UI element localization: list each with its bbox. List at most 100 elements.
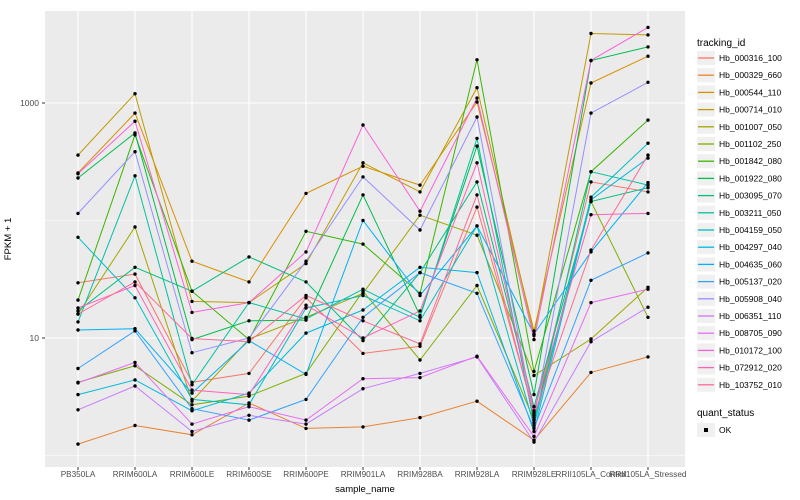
- data-point: [190, 422, 194, 426]
- data-point: [646, 355, 650, 359]
- data-point: [76, 298, 80, 302]
- data-point: [532, 440, 536, 444]
- data-point: [304, 229, 308, 233]
- data-point: [646, 305, 650, 309]
- y-axis-title: FPKM + 1: [3, 218, 14, 261]
- legend-item-label: Hb_000544_110: [719, 87, 782, 97]
- legend-item: Hb_003095_070: [697, 188, 782, 203]
- data-point: [190, 388, 194, 392]
- data-point: [304, 261, 308, 266]
- legend-item-label: Hb_000316_100: [719, 53, 782, 63]
- data-point: [76, 320, 80, 324]
- legend-quant-title: quant_status: [697, 408, 754, 419]
- data-point: [361, 336, 365, 340]
- axis-ticks: [42, 102, 649, 470]
- data-point: [418, 319, 422, 323]
- legend-item-label: Hb_000329_660: [719, 70, 782, 80]
- x-tick-label: PB350LA: [61, 470, 96, 479]
- data-points: [76, 25, 650, 446]
- x-axis-title: sample_name: [335, 484, 395, 495]
- data-point: [361, 242, 365, 246]
- data-point: [76, 309, 80, 313]
- data-point: [418, 213, 422, 217]
- legend-item: Hb_008705_090: [697, 326, 782, 341]
- legend-item-label: Hb_103752_010: [719, 380, 782, 390]
- data-point: [418, 209, 422, 213]
- data-point: [418, 183, 422, 187]
- data-point: [247, 319, 251, 323]
- data-point: [418, 315, 422, 319]
- data-point: [76, 235, 80, 239]
- x-tick-label: RRIM600LA: [113, 470, 158, 479]
- data-point: [304, 303, 308, 307]
- data-point: [304, 293, 308, 298]
- data-point: [589, 340, 593, 344]
- data-point: [361, 387, 365, 391]
- data-point: [532, 332, 536, 336]
- data-point: [247, 280, 251, 284]
- data-point: [133, 111, 137, 115]
- data-point: [418, 190, 422, 194]
- data-point: [475, 86, 479, 90]
- data-point: [589, 248, 593, 252]
- data-point: [532, 421, 536, 425]
- data-point: [76, 328, 80, 332]
- data-point: [646, 180, 650, 185]
- data-point: [304, 418, 308, 422]
- data-point: [532, 369, 536, 374]
- legend-item: Hb_103752_010: [697, 377, 782, 392]
- data-point: [532, 418, 536, 422]
- plot-panel: [45, 11, 685, 467]
- data-point: [646, 80, 650, 85]
- data-point: [247, 336, 251, 340]
- data-point: [133, 378, 137, 382]
- x-tick-label: RRIM901LA: [341, 470, 386, 479]
- legend-item-label: Hb_005908_040: [719, 294, 782, 304]
- x-tick-label: RRIM600PE: [283, 470, 329, 479]
- data-point: [304, 331, 308, 335]
- data-point: [190, 383, 194, 387]
- data-point: [532, 337, 536, 342]
- legend-item: Hb_005908_040: [697, 291, 782, 306]
- data-point: [418, 309, 422, 313]
- data-point: [589, 58, 593, 63]
- data-point: [76, 306, 80, 310]
- data-point: [361, 161, 365, 165]
- data-point: [304, 317, 308, 321]
- data-point: [133, 119, 137, 123]
- data-point: [76, 408, 80, 412]
- legend-item-label: Hb_003095_070: [719, 191, 782, 201]
- legend-item: Hb_004635_060: [697, 257, 782, 272]
- data-point: [76, 281, 80, 285]
- data-point: [418, 293, 422, 298]
- legend-item-label: Hb_004159_050: [719, 225, 782, 235]
- data-point: [190, 397, 194, 402]
- data-point: [304, 426, 308, 431]
- legend-item: Hb_001102_250: [697, 137, 782, 151]
- data-point: [190, 289, 194, 293]
- data-point: [646, 251, 650, 255]
- data-point: [304, 372, 308, 377]
- legend-tracking-title: tracking_id: [697, 38, 745, 49]
- x-tick-labels: PB350LA RRIM600LA RRIM600LE RRIM600SE RRIM60…: [61, 470, 687, 479]
- x-tick-label: RRIM600SE: [226, 470, 272, 479]
- legend-item: Hb_001922_080: [697, 171, 782, 186]
- data-point: [532, 409, 536, 413]
- y-tick-label: 1000: [20, 98, 39, 108]
- data-point: [190, 336, 194, 341]
- data-point: [76, 211, 80, 216]
- data-point: [418, 358, 422, 362]
- data-point: [190, 299, 194, 304]
- data-point: [361, 287, 365, 291]
- data-point: [646, 118, 650, 122]
- legend-item: Hb_003211_050: [697, 205, 782, 220]
- legend-item-label: Hb_003211_050: [719, 208, 782, 218]
- data-point: [646, 33, 650, 37]
- data-point: [76, 153, 80, 157]
- data-point: [361, 319, 365, 323]
- data-point: [190, 433, 194, 437]
- legend-item-label: Hb_010172_100: [719, 345, 782, 355]
- data-point: [589, 180, 593, 184]
- data-point: [190, 429, 194, 434]
